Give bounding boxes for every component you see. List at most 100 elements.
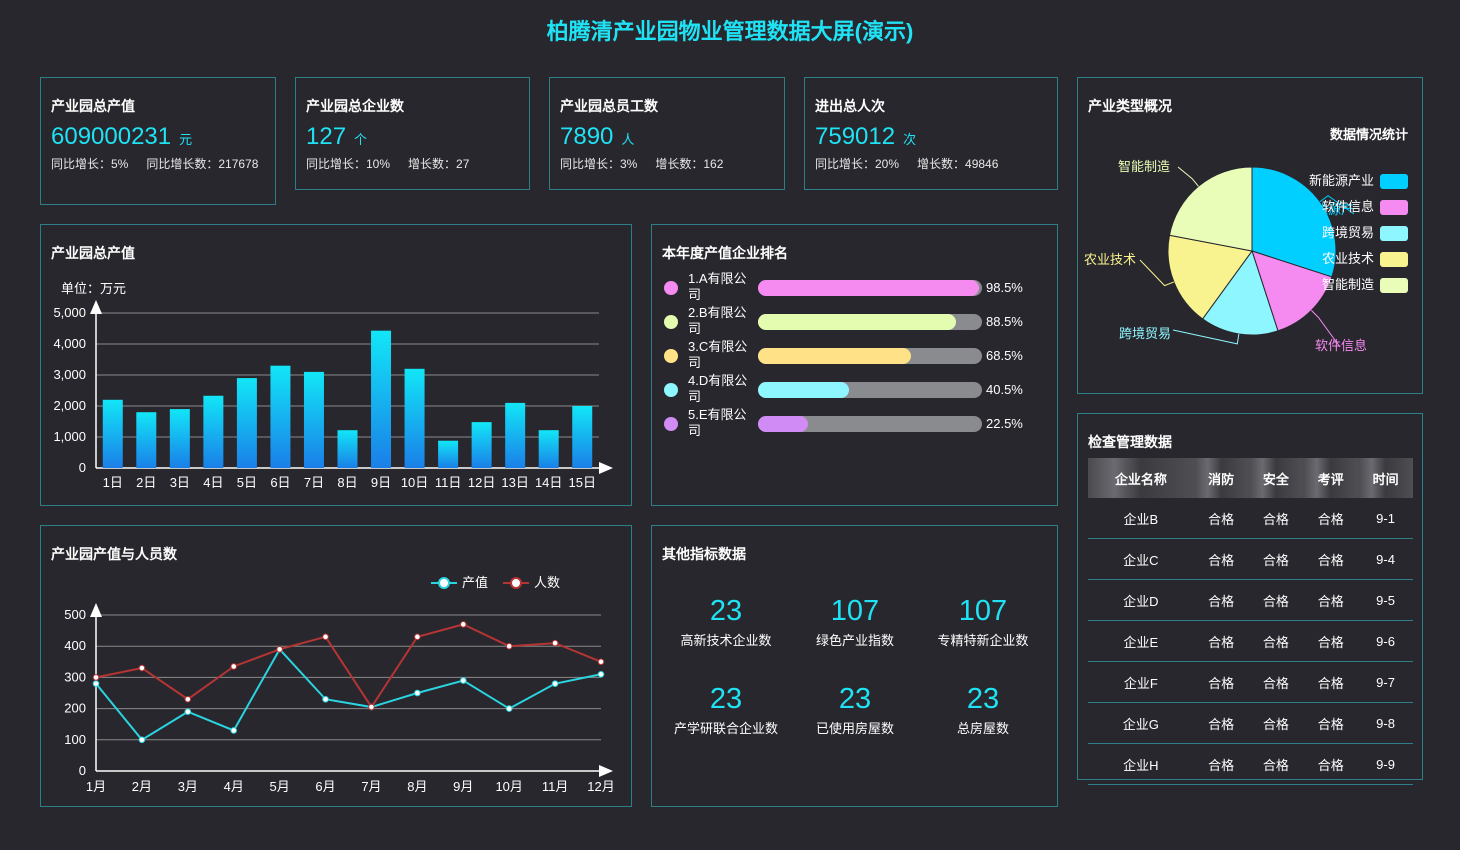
- x-tick-label: 8月: [407, 779, 427, 794]
- metric-label: 绿色产业指数: [815, 633, 894, 648]
- x-tick-label: 14日: [535, 475, 562, 490]
- metric-item: 107 专精特新企业数: [919, 594, 1047, 649]
- metric-label: 总房屋数: [956, 721, 1009, 736]
- y-tick-label: 100: [64, 732, 86, 747]
- y-tick-label: 500: [64, 607, 86, 622]
- x-tick-label: 3月: [178, 779, 198, 794]
- data-point: [505, 705, 513, 712]
- pie-outer-label: 新能源产: [1302, 202, 1354, 217]
- x-tick-label: 11月: [542, 779, 569, 794]
- kpi-label: 产业园总员工数: [560, 98, 658, 114]
- metric-item: 23 产学研联合企业数: [662, 682, 790, 737]
- pie-outer-label: 软件信息: [1315, 338, 1367, 353]
- rank-company-name: 2.B有限公司: [688, 305, 747, 336]
- kpi-growth: 同比增长：10% 增长数：27: [306, 157, 470, 171]
- y-tick-label: 2,000: [53, 398, 86, 413]
- bar: [236, 378, 257, 468]
- industry-panel: 产业类型概况 数据情况统计 新能源产 软件信息 跨境贸易 农业技术 智能制造 新能源产业 软件…: [1077, 77, 1423, 394]
- table-cell: 合格: [1248, 661, 1304, 703]
- table-cell: 9-6: [1358, 620, 1413, 662]
- legend-label: 跨境贸易: [1322, 225, 1374, 240]
- table-cell: 合格: [1193, 620, 1249, 662]
- table-cell: 合格: [1248, 538, 1304, 580]
- legend-label: 新能源产业: [1309, 173, 1374, 188]
- data-point: [551, 639, 559, 647]
- metric-value: 23: [709, 595, 743, 627]
- table-row: 企业G 合格 合格 合格 9-8: [1088, 702, 1413, 744]
- table-cell: 合格: [1303, 743, 1359, 785]
- check-panel: 检查管理数据 企业名称 消防 安全 考评 时间 企业B 合格 合格 合格 9-1 企业C 合格 合格合…: [1077, 413, 1423, 785]
- output-people-panel: 产业园产值与人员数 0 100 200 300 400 500 1月 2月 3月 4月 5月 6月 7月…: [40, 525, 632, 807]
- rank-bar-track: [758, 314, 982, 330]
- x-tick-label: 7月: [361, 779, 381, 794]
- legend-swatch: [1380, 252, 1408, 267]
- kpi-card-employees: 产业园总员工数 7890 人 同比增长：3% 增长数：162: [549, 77, 785, 190]
- data-point: [551, 680, 559, 687]
- panel-title: 产业类型概况: [1088, 98, 1172, 114]
- kpi-value: 7890 人: [560, 123, 635, 150]
- bar: [471, 422, 492, 468]
- x-tick-label: 12月: [587, 779, 614, 794]
- y-tick-label: 4,000: [53, 336, 86, 351]
- rank-company-name: 5.E有限公司: [688, 407, 747, 438]
- table-cell: 合格: [1193, 743, 1249, 785]
- x-tick-label: 10日: [401, 475, 428, 490]
- panel-title: 产业园产值与人员数: [51, 546, 177, 562]
- y-axis-arrow: [90, 300, 102, 314]
- bar: [371, 330, 392, 468]
- table-cell: 合格: [1193, 498, 1249, 539]
- bar: [505, 402, 526, 468]
- table-cell: 9-9: [1358, 743, 1413, 785]
- legend-label: 农业技术: [1322, 251, 1374, 266]
- pie-leader-line: [1177, 166, 1199, 187]
- table-cell: 合格: [1303, 620, 1359, 662]
- dashboard-title: 柏腾清产业园物业管理数据大屏(演示): [546, 19, 914, 44]
- x-tick-label: 13日: [501, 475, 528, 490]
- data-point: [230, 663, 238, 670]
- data-point: [138, 736, 146, 744]
- rank-dot: [664, 417, 678, 431]
- table-cell: 企业H: [1088, 743, 1194, 785]
- bar: [136, 412, 157, 468]
- table-cell: 合格: [1193, 702, 1249, 744]
- x-tick-label: 4月: [224, 779, 244, 794]
- y-tick-label: 200: [64, 701, 86, 716]
- metric-value: 23: [838, 683, 872, 715]
- x-tick-label: 4日: [203, 475, 223, 490]
- table-cell: 合格: [1248, 579, 1304, 621]
- bar: [303, 371, 324, 468]
- rank-bar-track: [758, 348, 982, 364]
- data-point: [276, 646, 283, 653]
- pie-outer-label: 智能制造: [1118, 159, 1170, 174]
- pie-slice: [1201, 249, 1279, 336]
- pie-chart: 数据情况统计新能源产软件信息跨境贸易农业技术智能制造新能源产业软件信息跨境贸易农…: [1084, 127, 1408, 353]
- table-cell: 合格: [1303, 579, 1359, 621]
- kpi-growth: 同比增长：3% 增长数：162: [560, 157, 724, 171]
- x-tick-label: 15日: [568, 475, 595, 490]
- rank-bar-track: [758, 280, 982, 296]
- legend-swatch: [1380, 278, 1408, 293]
- x-tick-label: 8日: [337, 475, 357, 490]
- output-value-panel: 产业园总产值 单位：万元 0 1,000 2,000 3,000 4,000 5,000 1日…: [40, 224, 632, 506]
- data-point: [505, 642, 513, 650]
- table-cell: 合格: [1193, 579, 1249, 621]
- x-tick-label: 10月: [495, 779, 522, 794]
- bar: [203, 395, 224, 468]
- data-point: [322, 633, 329, 641]
- table-header-cell: 消防: [1193, 458, 1249, 498]
- metric-value: 107: [958, 595, 1008, 627]
- y-tick-label: 0: [79, 763, 86, 778]
- data-point: [459, 621, 467, 628]
- data-point: [597, 670, 605, 678]
- metric-label: 已使用房屋数: [815, 721, 894, 736]
- table-cell: 9-7: [1358, 661, 1413, 703]
- x-axis-arrow: [599, 462, 613, 474]
- table-cell: 企业G: [1088, 702, 1194, 744]
- legend-marker: [438, 577, 450, 589]
- kpi-card-visits: 进出总人次 759012 次 同比增长：20% 增长数：49846: [804, 77, 1058, 190]
- metric-value: 23: [709, 683, 743, 715]
- data-point: [459, 677, 467, 684]
- pie-slice: [1168, 166, 1253, 252]
- table-row: 企业E 合格 合格 合格 9-6: [1088, 620, 1413, 662]
- unit-label: 单位：万元: [61, 281, 126, 296]
